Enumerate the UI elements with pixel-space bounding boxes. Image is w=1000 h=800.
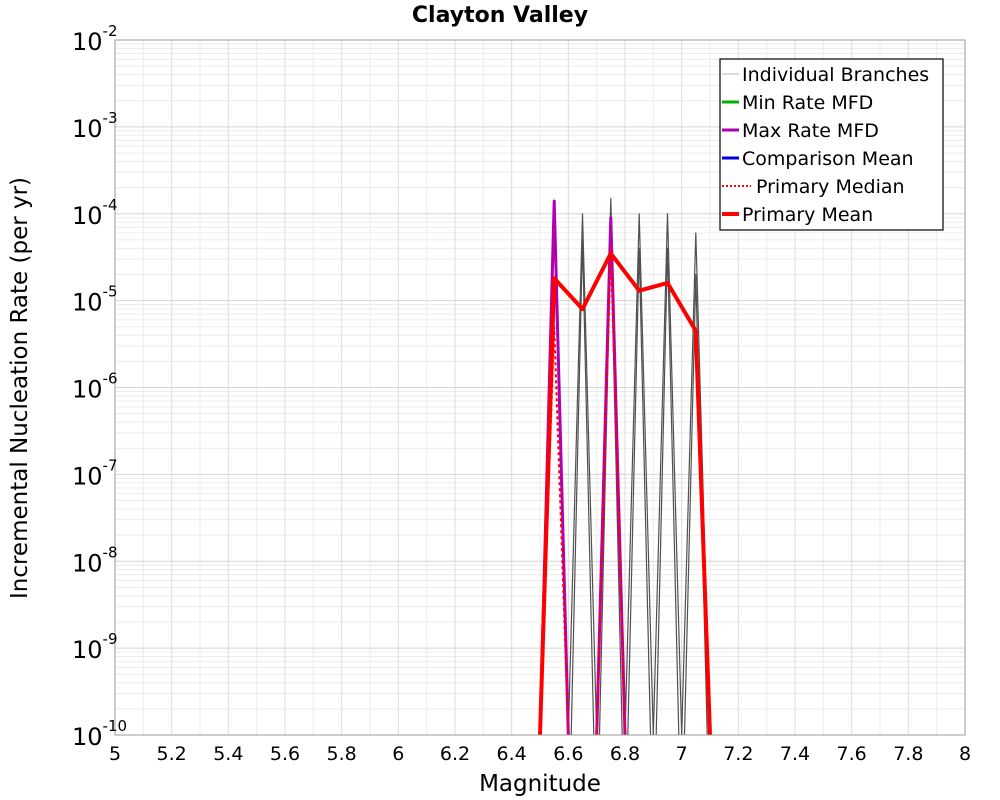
x-tick-label: 6.4 [497, 743, 527, 765]
legend-item-min-rate-mfd: Min Rate MFD [722, 92, 873, 114]
x-tick-label: 7.8 [893, 743, 923, 765]
y-axis-label: Incremental Nucleation Rate (per yr) [7, 177, 33, 599]
y-tick-exponent: -5 [103, 283, 118, 301]
chart-title: Clayton Valley [412, 3, 588, 28]
legend-item-primary-median: Primary Median [722, 176, 905, 198]
series-line [595, 247, 626, 736]
y-tick-exponent: -6 [103, 370, 118, 388]
series-line [567, 213, 598, 736]
x-tick-label: 6.6 [553, 743, 583, 765]
y-tick-label: 10-7 [72, 456, 118, 490]
y-tick-exponent: -4 [103, 196, 118, 214]
y-tick-exponent: -9 [103, 630, 118, 648]
y-tick-label: 10-3 [72, 109, 118, 143]
x-tick-label: 6.8 [610, 743, 640, 765]
x-tick-label: 7.6 [837, 743, 867, 765]
series-layer [538, 197, 712, 736]
legend-label: Max Rate MFD [742, 120, 879, 142]
y-tick-exponent: -10 [103, 717, 128, 735]
series-line [655, 247, 680, 736]
x-tick-label: 7.4 [780, 743, 810, 765]
series-line [627, 247, 652, 736]
series-line [595, 216, 627, 736]
legend-box [719, 58, 944, 231]
plot-frame [114, 39, 966, 736]
y-tick-exponent: -8 [103, 543, 118, 561]
legend-label: Min Rate MFD [742, 92, 873, 114]
legend-item-primary-mean: Primary Mean [722, 204, 873, 226]
x-axis-label: Magnitude [479, 771, 601, 797]
y-tick-label: 10-6 [72, 370, 118, 404]
x-tick-label: 8 [959, 743, 971, 765]
x-tick-label: 5.8 [327, 743, 357, 765]
x-tick-label: 7 [676, 743, 688, 765]
y-tick-exponent: -3 [103, 109, 118, 127]
legend-label: Primary Median [756, 176, 905, 198]
legend-item-max-rate-mfd: Max Rate MFD [722, 120, 879, 142]
legend-label: Comparison Mean [742, 148, 914, 170]
legend-item-comparison-mean: Comparison Mean [722, 148, 914, 170]
series-line [624, 213, 654, 736]
x-tick-label: 5 [109, 743, 121, 765]
x-tick-label: 7.2 [723, 743, 753, 765]
series-line [570, 239, 595, 736]
legend-label: Primary Mean [742, 204, 873, 226]
x-tick-label: 6.2 [440, 743, 470, 765]
legend-item-individual-branches: Individual Branches [722, 64, 929, 86]
x-tick-label: 5.6 [270, 743, 300, 765]
x-tick-labels: 5 5.2 5.4 5.6 5.8 6 6.2 6.4 6.6 6.8 7 7.2 7.4 7.6 7.8 8 [109, 743, 971, 765]
series-line [652, 213, 683, 736]
major-gridlines [114, 39, 966, 736]
x-tick-label: 5.2 [157, 743, 187, 765]
y-tick-exponent: -7 [103, 456, 118, 474]
legend-label: Individual Branches [742, 64, 929, 86]
x-tick-label: 5.4 [213, 743, 243, 765]
y-tick-exponent: -2 [103, 22, 118, 40]
series-primary-mean [538, 251, 712, 736]
series-line [538, 251, 712, 736]
legend: Individual Branches Min Rate MFD Max Rate … [719, 58, 944, 231]
x-tick-label: 6 [392, 743, 404, 765]
y-tick-label: 10-9 [72, 630, 118, 664]
